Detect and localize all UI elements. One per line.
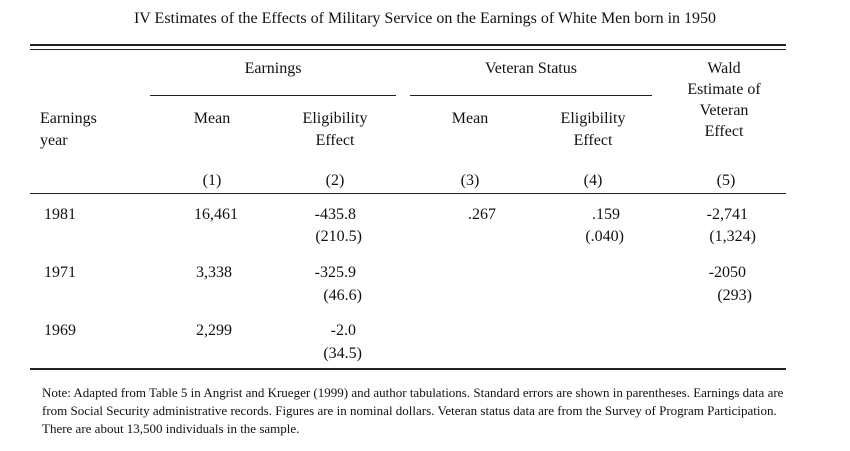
row-1981-year: 1981 <box>44 206 76 223</box>
table-bottom-rule <box>30 368 786 370</box>
header-earnings-year: Earnings year <box>40 110 97 149</box>
col-num-2: (2) <box>325 172 345 189</box>
header-wald: Wald Estimate of Veteran Effect <box>687 60 761 140</box>
row-1969-elig-earnings-se: (34.5) <box>323 345 362 362</box>
row-1969-mean-earnings: 2,299 <box>196 322 232 339</box>
col-num-3: (3) <box>460 172 480 189</box>
top-rule-thin <box>30 49 786 50</box>
row-1969-year: 1969 <box>44 322 76 339</box>
group-underline-veteran <box>410 95 652 96</box>
table-note: Note: Adapted from Table 5 in Angrist an… <box>42 385 784 436</box>
row-1981-mean-earnings: 16,461 <box>194 206 238 223</box>
row-1971-elig-earnings-se: (46.6) <box>323 287 362 304</box>
row-1969-elig-earnings: -2.0 <box>330 322 356 339</box>
row-1971-mean-earnings: 3,338 <box>196 264 232 281</box>
header-mean-earnings: Mean <box>193 110 231 127</box>
col-num-4: (4) <box>583 172 603 189</box>
group-header-earnings: Earnings <box>244 60 302 77</box>
row-1981-mean-veteran: .267 <box>468 206 496 223</box>
row-1971-wald-se: (293) <box>717 287 752 304</box>
group-underline-earnings <box>150 95 396 96</box>
row-1981-elig-veteran-se: (.040) <box>585 228 624 245</box>
row-1981-wald: -2,741 <box>706 206 748 223</box>
table-title: IV Estimates of the Effects of Military … <box>133 10 717 27</box>
header-eligibility-earnings: Eligibility Effect <box>302 110 368 149</box>
group-header-veteran: Veteran Status <box>485 60 577 77</box>
row-1981-wald-se: (1,324) <box>709 228 756 245</box>
row-1971-wald: -2050 <box>708 264 746 281</box>
row-1981-elig-earnings: -435.8 <box>314 206 356 223</box>
row-1981-elig-veteran: .159 <box>592 206 620 223</box>
top-rule <box>30 44 786 46</box>
row-1981-elig-earnings-se: (210.5) <box>315 228 362 245</box>
header-bottom-rule <box>30 193 786 194</box>
row-1971-elig-earnings: -325.9 <box>314 264 356 281</box>
col-num-5: (5) <box>716 172 736 189</box>
row-1971-year: 1971 <box>44 264 76 281</box>
col-num-1: (1) <box>202 172 222 189</box>
header-mean-veteran: Mean <box>451 110 489 127</box>
header-eligibility-veteran: Eligibility Effect <box>560 110 626 149</box>
